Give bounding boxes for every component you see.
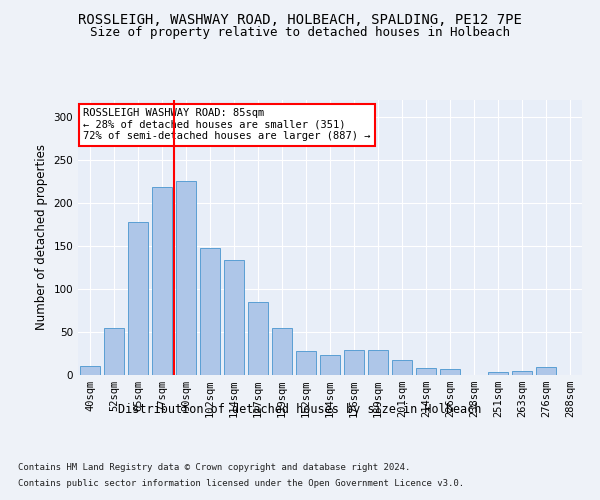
- Bar: [152, 187, 172, 375]
- Bar: [296, 351, 316, 375]
- Text: Distribution of detached houses by size in Holbeach: Distribution of detached houses by size …: [118, 402, 482, 415]
- Bar: [80, 366, 100, 375]
- Bar: [392, 360, 412, 375]
- Bar: [128, 222, 148, 375]
- Bar: [488, 372, 508, 375]
- Bar: [416, 368, 436, 375]
- Bar: [200, 248, 220, 375]
- Bar: [320, 355, 340, 375]
- Bar: [440, 369, 460, 375]
- Text: Contains HM Land Registry data © Crown copyright and database right 2024.: Contains HM Land Registry data © Crown c…: [18, 462, 410, 471]
- Y-axis label: Number of detached properties: Number of detached properties: [35, 144, 48, 330]
- Bar: [176, 181, 196, 375]
- Bar: [104, 328, 124, 375]
- Bar: [224, 260, 244, 375]
- Bar: [368, 350, 388, 375]
- Text: Contains public sector information licensed under the Open Government Licence v3: Contains public sector information licen…: [18, 479, 464, 488]
- Bar: [272, 328, 292, 375]
- Bar: [344, 350, 364, 375]
- Bar: [536, 368, 556, 375]
- Bar: [512, 370, 532, 375]
- Text: ROSSLEIGH WASHWAY ROAD: 85sqm
← 28% of detached houses are smaller (351)
72% of : ROSSLEIGH WASHWAY ROAD: 85sqm ← 28% of d…: [83, 108, 371, 142]
- Text: ROSSLEIGH, WASHWAY ROAD, HOLBEACH, SPALDING, PE12 7PE: ROSSLEIGH, WASHWAY ROAD, HOLBEACH, SPALD…: [78, 12, 522, 26]
- Text: Size of property relative to detached houses in Holbeach: Size of property relative to detached ho…: [90, 26, 510, 39]
- Bar: [248, 302, 268, 375]
